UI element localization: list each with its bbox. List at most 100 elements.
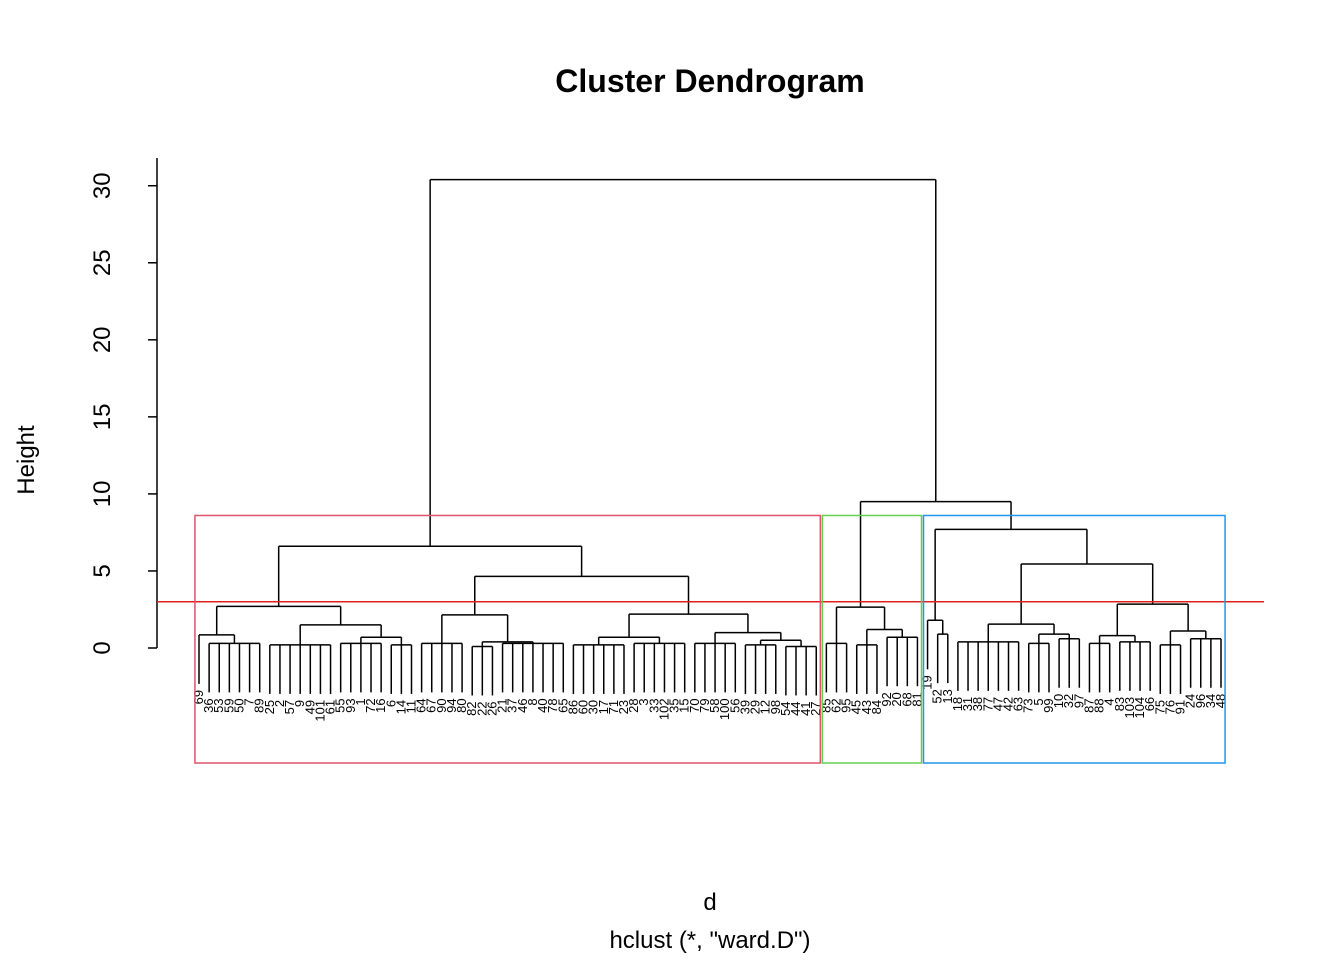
- leaf-label: 99: [1041, 698, 1056, 712]
- leaf-label: 103: [1122, 697, 1137, 719]
- y-tick-label: 10: [89, 481, 116, 508]
- x-label: d: [703, 889, 716, 916]
- leaf-label: 102: [656, 698, 671, 720]
- leaf-label: 84: [869, 700, 884, 714]
- leaf-label: 66: [1142, 697, 1157, 711]
- leaf-label: 88: [1092, 698, 1107, 712]
- leaf-label: 98: [768, 700, 783, 714]
- leaf-label: 24: [1183, 694, 1198, 708]
- leaf-label: 80: [454, 698, 469, 712]
- subtitle: hclust (*, "ward.D"): [609, 927, 810, 954]
- y-tick-label: 0: [89, 641, 116, 654]
- leaf-label: 37: [505, 698, 520, 712]
- leaf-label: 97: [1071, 694, 1086, 708]
- leaf-label: 70: [687, 698, 702, 712]
- leaf-label: 42: [1001, 697, 1016, 711]
- leaf-label: 93: [343, 698, 358, 712]
- y-tick-label: 25: [89, 249, 116, 276]
- leaf-label: 53: [211, 698, 226, 712]
- leaf-label: 79: [697, 698, 712, 712]
- leaf-label: 81: [909, 692, 924, 706]
- leaf-label: 23: [616, 700, 631, 714]
- leaf-label: 33: [646, 698, 661, 712]
- leaf-label: 18: [950, 697, 965, 711]
- leaf-label: 31: [960, 697, 975, 711]
- leaf-label: 59: [221, 698, 236, 712]
- leaf-label: 15: [677, 698, 692, 712]
- leaf-label: 20: [889, 692, 904, 706]
- leaf-label: 39: [737, 700, 752, 714]
- leaf-label: 91: [1173, 700, 1188, 714]
- leaf-label: 95: [839, 698, 854, 712]
- leaf-label: 11: [403, 700, 418, 714]
- leaf-label: 49: [302, 700, 317, 714]
- leaf-label: 14: [393, 700, 408, 714]
- leaf-label: 60: [576, 700, 591, 714]
- leaf-label: 92: [879, 692, 894, 706]
- leaf-label: 73: [1021, 698, 1036, 712]
- leaf-label: 5: [1031, 698, 1046, 705]
- leaf-label: 7: [242, 698, 257, 705]
- leaf-label: 72: [363, 698, 378, 712]
- leaf-label: 71: [606, 700, 621, 714]
- leaf-label: 63: [1011, 697, 1026, 711]
- leaf-label: 10: [1051, 694, 1066, 708]
- leaf-label: 52: [930, 689, 945, 703]
- leaf-label: 78: [545, 698, 560, 712]
- cluster-rect: [821, 514, 923, 764]
- leaf-label: 100: [717, 698, 732, 720]
- leaf-label: 46: [515, 698, 530, 712]
- leaf-label: 29: [748, 700, 763, 714]
- leaf-label: 8: [525, 698, 540, 705]
- leaf-label: 47: [990, 697, 1005, 711]
- leaf-label: 76: [1162, 700, 1177, 714]
- leaf-label: 75: [1152, 700, 1167, 714]
- leaf-label: 22: [474, 701, 489, 715]
- leaf-label: 65: [555, 698, 570, 712]
- leaf-label: 38: [970, 697, 985, 711]
- leaf-label: 82: [464, 701, 479, 715]
- leaf-label: 90: [434, 698, 449, 712]
- leaf-label: 50: [231, 698, 246, 712]
- leaf-label: 54: [778, 701, 793, 715]
- leaf-label: 67: [424, 698, 439, 712]
- leaf-label: 17: [596, 700, 611, 714]
- leaf-label: 55: [333, 698, 348, 712]
- leaf-label: 26: [484, 701, 499, 715]
- leaf-label: 13: [940, 689, 955, 703]
- cluster-rect: [922, 514, 1226, 764]
- leaf-label: 56: [727, 698, 742, 712]
- y-tick-label: 5: [89, 564, 116, 577]
- leaf-label: 16: [373, 698, 388, 712]
- leaf-label: 41: [798, 701, 813, 715]
- leaf-label: 44: [788, 701, 803, 715]
- leaf-label: 25: [262, 700, 277, 714]
- leaf-label: 27: [808, 701, 823, 715]
- leaf-label: 61: [323, 700, 338, 714]
- leaf-label: 30: [586, 700, 601, 714]
- leaf-label: 77: [980, 697, 995, 711]
- leaf-label: 40: [535, 698, 550, 712]
- leaf-label: 6: [383, 700, 398, 707]
- leaf-label: 4: [1102, 698, 1117, 705]
- leaf-label: 45: [849, 700, 864, 714]
- chart-title: Cluster Dendrogram: [555, 63, 864, 99]
- leaf-label: 9: [292, 700, 307, 707]
- leaf-label: 43: [859, 700, 874, 714]
- leaf-label: 96: [1193, 694, 1208, 708]
- leaf-label: 3: [636, 698, 651, 705]
- y-tick-label: 20: [89, 326, 116, 353]
- leaf-label: 12: [758, 700, 773, 714]
- leaf-label: 2: [272, 700, 287, 707]
- y-tick-label: 30: [89, 172, 116, 199]
- leaf-label: 48: [1213, 694, 1228, 708]
- leaf-label: 68: [899, 692, 914, 706]
- leaf-label: 104: [1132, 697, 1147, 719]
- leaf-label: 32: [1061, 694, 1076, 708]
- leaf-label: 86: [565, 700, 580, 714]
- leaf-label: 94: [444, 698, 459, 712]
- leaf-label: 83: [1112, 697, 1127, 711]
- y-tick-label: 15: [89, 404, 116, 431]
- leaf-label: 87: [1081, 698, 1096, 712]
